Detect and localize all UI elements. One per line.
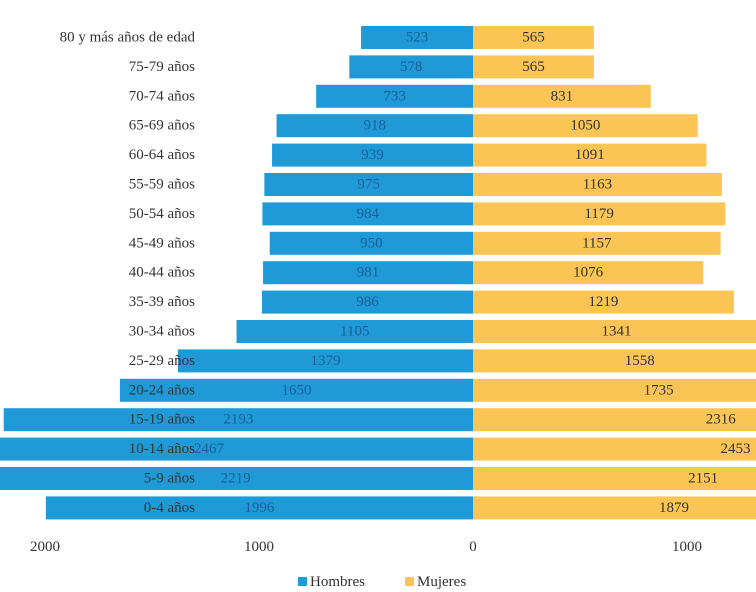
data-label-mujeres: 1050: [570, 118, 600, 134]
category-label: 25-29 años: [129, 353, 195, 369]
legend-mujeres-label: Mujeres: [417, 574, 466, 590]
data-label-mujeres: 1341: [601, 324, 631, 340]
data-label-mujeres: 1157: [582, 235, 612, 251]
category-label: 75-79 años: [129, 59, 195, 75]
x-tick-label: 1000: [672, 539, 702, 555]
legend-mujeres-swatch: [405, 577, 414, 586]
category-label: 50-54 años: [129, 206, 195, 222]
bar-hombres: [0, 467, 473, 490]
data-label-mujeres: 2453: [720, 441, 750, 457]
category-label: 5-9 años: [144, 471, 195, 487]
bars-group: 523 565 578 565 733 831 918 1050 939 1091 975 1163 9…: [0, 26, 756, 520]
bar-hombres: [349, 55, 473, 79]
data-label-mujeres: 2316: [706, 412, 737, 428]
data-label-mujeres: 1076: [573, 265, 604, 281]
category-label: 0-4 años: [144, 500, 195, 516]
category-label: 40-44 años: [129, 265, 195, 281]
bar-mujeres: [473, 55, 594, 79]
data-label-mujeres: 1735: [644, 382, 674, 398]
data-label-mujeres: 1219: [588, 294, 618, 310]
legend-hombres-label: Hombres: [310, 574, 365, 590]
data-label-mujeres: 831: [551, 88, 574, 104]
bar-hombres: [276, 114, 473, 138]
data-label-mujeres: 1558: [625, 353, 655, 369]
x-tick-label: 1000: [244, 539, 274, 555]
category-labels: 80 y más años de edad 75-79 años 70-74 año…: [60, 30, 196, 516]
data-label-hombres: 2219: [221, 471, 251, 487]
bar-mujeres: [473, 84, 651, 108]
data-label-mujeres: 1163: [583, 177, 612, 193]
data-label-hombres: 950: [360, 235, 383, 251]
bar-mujeres: [473, 437, 756, 461]
data-label-hombres: 733: [383, 88, 406, 104]
data-label-hombres: 984: [356, 206, 379, 222]
category-label: 70-74 años: [129, 88, 195, 104]
data-label-hombres: 1996: [244, 500, 275, 516]
bar-hombres: [264, 173, 473, 196]
bar-hombres: [236, 320, 473, 343]
bar-mujeres: [473, 202, 726, 226]
bar-hombres: [262, 202, 473, 226]
data-label-mujeres: 2151: [688, 471, 718, 487]
bar-mujeres: [473, 320, 756, 343]
data-label-mujeres: 1879: [659, 500, 689, 516]
data-label-hombres: 1379: [310, 353, 340, 369]
category-label: 20-24 años: [129, 382, 195, 398]
bar-mujeres: [473, 173, 722, 196]
data-label-hombres: 986: [356, 294, 379, 310]
data-label-mujeres: 1179: [584, 206, 613, 222]
category-label: 45-49 años: [129, 235, 195, 251]
bar-mujeres: [473, 26, 594, 49]
legend-hombres-swatch: [298, 577, 307, 586]
data-label-hombres: 578: [400, 59, 423, 75]
legend: Hombres Mujeres: [298, 574, 466, 590]
bar-mujeres: [473, 114, 698, 138]
bar-hombres: [177, 349, 474, 373]
bar-hombres: [119, 378, 474, 402]
bar-mujeres: [473, 467, 756, 490]
bar-mujeres: [473, 349, 756, 373]
x-tick-label: 2000: [30, 539, 60, 555]
x-tick-label: 0: [469, 539, 477, 555]
bar-mujeres: [473, 290, 734, 314]
bar-hombres: [269, 231, 473, 255]
bar-hombres: [263, 261, 473, 285]
bar-hombres: [3, 408, 474, 432]
data-label-hombres: 2193: [223, 412, 253, 428]
data-label-mujeres: 565: [522, 59, 545, 75]
category-label: 35-39 años: [129, 294, 195, 310]
data-label-mujeres: 1091: [575, 147, 605, 163]
data-label-hombres: 523: [406, 30, 429, 46]
bar-hombres: [45, 496, 474, 520]
data-label-hombres: 1105: [340, 324, 369, 340]
bar-mujeres: [473, 378, 756, 402]
bar-mujeres: [473, 496, 756, 520]
category-label: 80 y más años de edad: [60, 30, 196, 46]
data-label-hombres: 2467: [194, 441, 225, 457]
bar-mujeres: [473, 143, 707, 167]
category-label: 10-14 años: [129, 441, 195, 457]
category-label: 55-59 años: [129, 177, 195, 193]
bar-hombres: [316, 84, 473, 108]
data-label-hombres: 939: [361, 147, 384, 163]
data-label-hombres: 918: [364, 118, 387, 134]
category-label: 60-64 años: [129, 147, 195, 163]
data-label-mujeres: 565: [522, 30, 545, 46]
category-label: 65-69 años: [129, 118, 195, 134]
bar-hombres: [0, 437, 473, 461]
bar-hombres: [261, 290, 473, 314]
bar-hombres: [272, 143, 473, 167]
category-label: 15-19 años: [129, 412, 195, 428]
data-label-hombres: 975: [357, 177, 380, 193]
x-axis-tick-labels: 3000200010000100020003000: [30, 539, 702, 555]
bar-mujeres: [473, 408, 756, 432]
bar-hombres: [361, 26, 473, 49]
bar-mujeres: [473, 261, 704, 285]
data-label-hombres: 981: [357, 265, 380, 281]
category-label: 30-34 años: [129, 324, 195, 340]
bar-mujeres: [473, 231, 721, 255]
data-label-hombres: 1650: [281, 382, 311, 398]
